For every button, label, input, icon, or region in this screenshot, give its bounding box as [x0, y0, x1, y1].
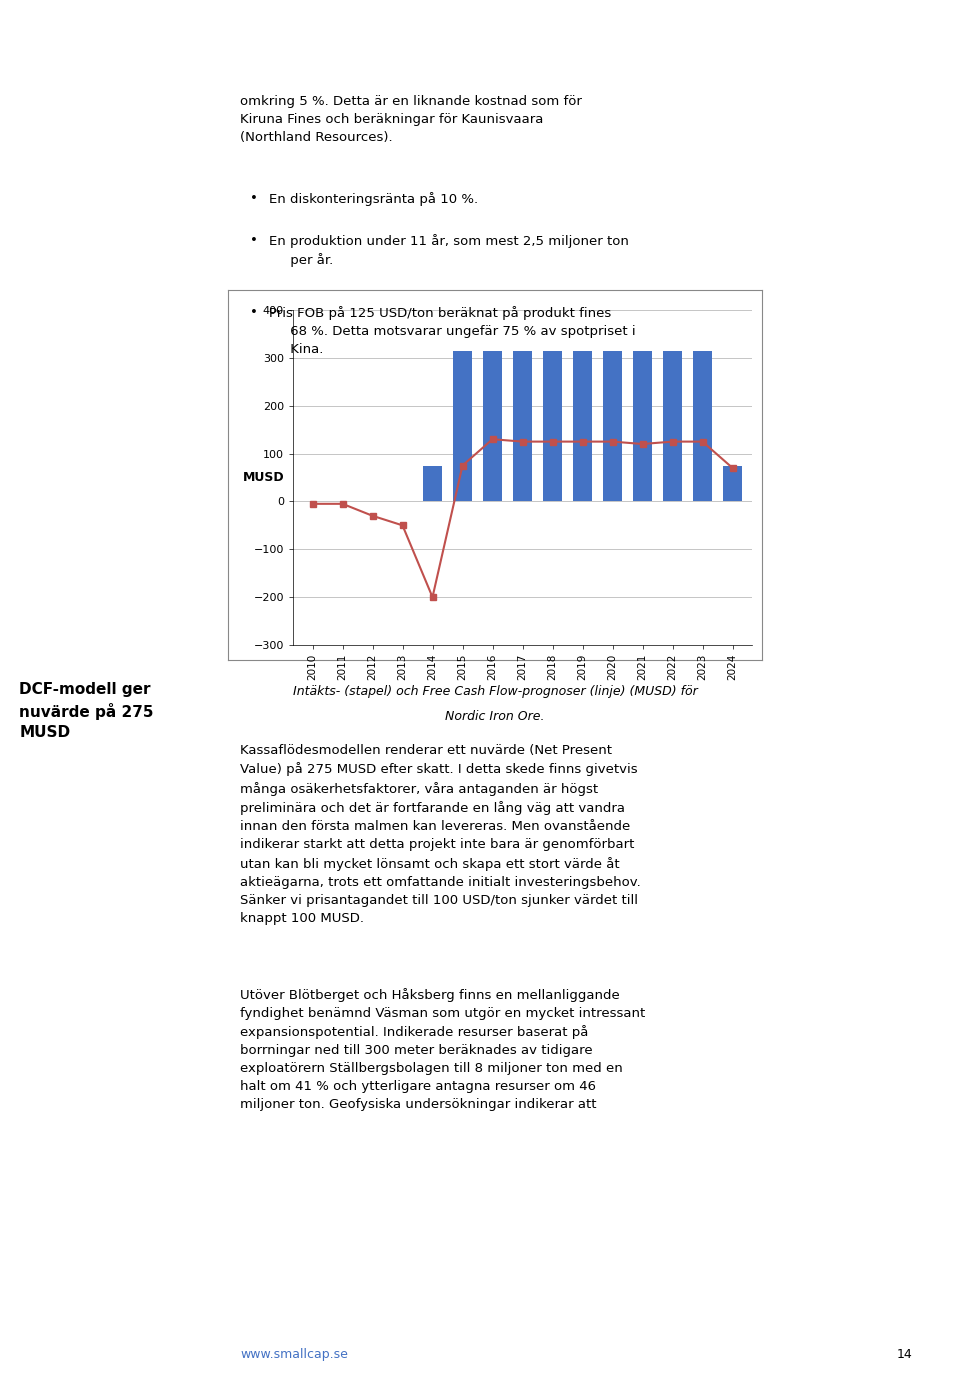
Bar: [422, 465, 443, 501]
Bar: [453, 350, 472, 501]
Text: Pris FOB på 125 USD/ton beräknat på produkt fines
     68 %. Detta motsvarar ung: Pris FOB på 125 USD/ton beräknat på prod…: [269, 307, 636, 356]
Bar: [573, 350, 592, 501]
Text: •: •: [250, 307, 257, 320]
Bar: [513, 350, 532, 501]
Text: omkring 5 %. Detta är en liknande kostnad som för
Kiruna Fines och beräkningar f: omkring 5 %. Detta är en liknande kostna…: [240, 95, 582, 144]
Bar: [483, 350, 502, 501]
Text: DCF-modell ger
nuvärde på 275
MUSD: DCF-modell ger nuvärde på 275 MUSD: [19, 683, 154, 740]
Bar: [633, 350, 652, 501]
Bar: [693, 350, 712, 501]
Bar: [662, 350, 683, 501]
Text: Utöver Blötberget och Håksberg finns en mellanliggande
fyndighet benämnd Väsman : Utöver Blötberget och Håksberg finns en …: [240, 988, 645, 1111]
Text: Nordic Iron Ore.: Nordic Iron Ore.: [445, 711, 544, 723]
Text: •: •: [250, 235, 257, 247]
Bar: [603, 350, 622, 501]
Text: 14: 14: [897, 1349, 912, 1361]
Text: Kassaflödesmodellen renderar ett nuvärde (Net Present
Value) på 275 MUSD efter s: Kassaflödesmodellen renderar ett nuvärde…: [240, 744, 640, 924]
Text: Intäkts- (stapel) och Free Cash Flow-prognoser (linje) (MUSD) för: Intäkts- (stapel) och Free Cash Flow-pro…: [293, 685, 697, 698]
Bar: [723, 465, 742, 501]
Text: En produktion under 11 år, som mest 2,5 miljoner ton
     per år.: En produktion under 11 år, som mest 2,5 …: [269, 235, 629, 267]
Text: MUSD: MUSD: [243, 470, 284, 484]
Bar: [542, 350, 563, 501]
Text: En diskonteringsränta på 10 %.: En diskonteringsränta på 10 %.: [269, 193, 478, 207]
Text: www.smallcap.se: www.smallcap.se: [240, 1349, 348, 1361]
Text: •: •: [250, 193, 257, 205]
Text: SMALLCAP SE: SMALLCAP SE: [833, 21, 916, 34]
